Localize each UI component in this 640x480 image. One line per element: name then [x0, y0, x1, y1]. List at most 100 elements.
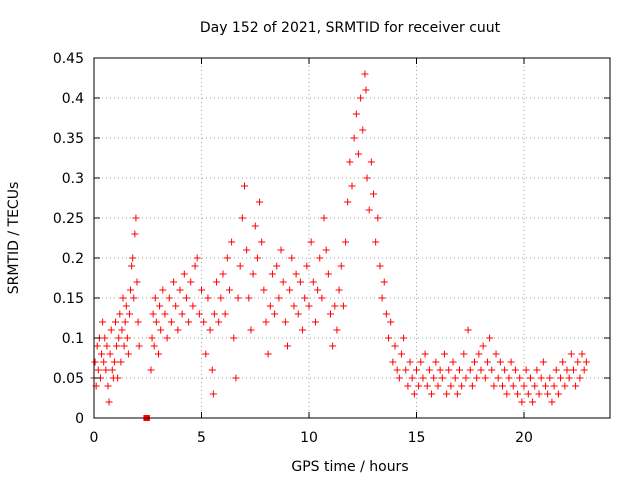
- data-point: [359, 126, 367, 134]
- data-point: [156, 302, 164, 310]
- axis-ticks: [93, 57, 610, 419]
- data-point: [200, 318, 208, 326]
- data-point: [417, 358, 425, 366]
- data-point: [292, 270, 300, 278]
- data-point: [516, 374, 524, 382]
- data-point: [363, 174, 371, 182]
- data-point: [511, 366, 519, 374]
- data-point: [402, 366, 410, 374]
- data-point: [206, 326, 214, 334]
- y-tick-label: 0.35: [53, 131, 84, 147]
- data-point: [393, 366, 401, 374]
- data-point: [228, 238, 236, 246]
- data-point: [101, 334, 109, 342]
- data-point: [104, 382, 112, 390]
- data-point: [174, 326, 182, 334]
- data-point: [520, 382, 528, 390]
- data-point: [303, 262, 311, 270]
- y-tick-label: 0.05: [53, 371, 84, 387]
- data-point: [185, 318, 193, 326]
- data-point: [117, 358, 125, 366]
- data-point: [526, 374, 534, 382]
- data-point: [539, 358, 547, 366]
- data-point: [483, 358, 491, 366]
- data-point: [333, 326, 341, 334]
- data-point: [133, 278, 141, 286]
- data-point: [544, 390, 552, 398]
- y-tick-label: 0.45: [53, 51, 84, 67]
- data-point: [294, 310, 302, 318]
- data-point: [213, 278, 221, 286]
- data-point: [271, 310, 279, 318]
- data-point: [102, 366, 110, 374]
- data-point: [542, 382, 549, 390]
- data-point: [273, 262, 281, 270]
- data-point: [557, 374, 565, 382]
- data-point: [113, 342, 121, 350]
- y-axis-tick-labels: 0 0.05 0.1 0.15 0.2 0.25 0.3 0.35 0.4 0.45: [53, 51, 84, 427]
- data-point: [567, 350, 575, 358]
- y-axis-label: SRMTID / TECUs: [6, 182, 22, 295]
- data-point: [430, 374, 438, 382]
- data-point: [258, 238, 266, 246]
- data-point: [260, 286, 268, 294]
- data-point: [408, 374, 416, 382]
- data-point: [490, 382, 498, 390]
- data-point: [509, 382, 517, 390]
- data-point: [496, 358, 504, 366]
- data-point: [357, 94, 365, 102]
- data-point: [453, 390, 461, 398]
- data-point: [546, 374, 554, 382]
- data-point: [151, 294, 159, 302]
- data-point: [152, 318, 160, 326]
- data-point: [503, 390, 511, 398]
- data-point: [391, 342, 399, 350]
- data-point: [443, 390, 451, 398]
- data-point: [114, 374, 122, 382]
- data-point: [464, 326, 472, 334]
- data-point: [550, 382, 558, 390]
- data-point: [565, 374, 573, 382]
- data-point: [147, 366, 155, 374]
- data-point: [170, 278, 178, 286]
- data-point: [129, 254, 137, 262]
- y-tick-label: 0.3: [62, 171, 84, 187]
- data-point: [251, 222, 259, 230]
- data-point: [582, 358, 590, 366]
- data-point: [232, 374, 240, 382]
- data-point: [376, 262, 384, 270]
- data-point: [337, 262, 345, 270]
- data-point: [410, 390, 418, 398]
- data-point: [421, 350, 429, 358]
- data-point: [460, 350, 468, 358]
- data-point: [320, 214, 328, 222]
- data-point: [161, 310, 169, 318]
- data-point: [335, 286, 343, 294]
- data-point: [277, 246, 285, 254]
- data-point: [279, 278, 287, 286]
- data-point: [195, 310, 203, 318]
- data-point: [524, 390, 532, 398]
- data-point: [535, 390, 543, 398]
- data-point: [105, 398, 113, 406]
- data-point: [423, 382, 431, 390]
- data-point: [514, 390, 522, 398]
- data-point: [98, 350, 106, 358]
- data-point: [436, 366, 444, 374]
- data-point: [342, 238, 350, 246]
- data-point: [445, 366, 453, 374]
- data-point: [473, 374, 481, 382]
- data-point: [309, 278, 317, 286]
- grid-lines: [94, 58, 610, 418]
- data-point: [494, 374, 502, 382]
- data-point: [301, 294, 309, 302]
- x-tick-label: 10: [300, 430, 318, 446]
- data-point: [572, 382, 580, 390]
- data-point: [103, 342, 111, 350]
- data-point: [119, 294, 127, 302]
- data-point: [522, 366, 530, 374]
- data-point: [130, 294, 138, 302]
- data-point: [533, 366, 541, 374]
- data-point: [327, 310, 334, 318]
- data-point: [352, 110, 360, 118]
